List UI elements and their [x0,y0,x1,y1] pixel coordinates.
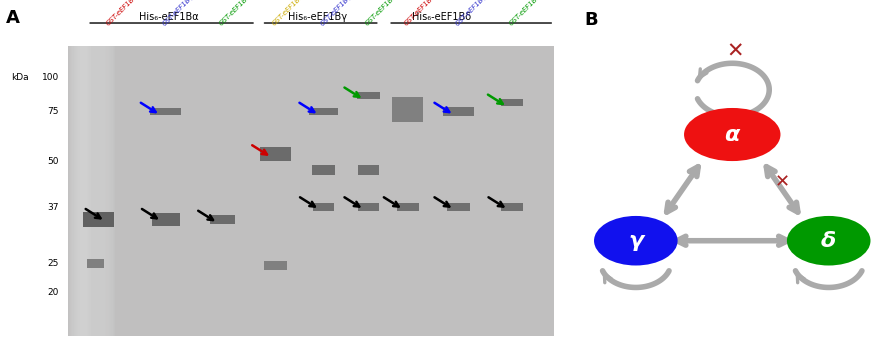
Bar [396,203,419,211]
Text: GST-eEF1Bδ: GST-eEF1Bδ [508,0,541,27]
Bar [447,203,470,211]
Bar [89,46,113,336]
Bar [76,46,100,336]
Bar [68,46,555,336]
Text: His₆-eEF1Bδ: His₆-eEF1Bδ [412,12,472,22]
Ellipse shape [594,216,678,266]
Bar [313,165,335,175]
Text: GST-eEF1Bα: GST-eEF1Bα [271,0,305,27]
Text: GST-eEF1Bδ: GST-eEF1Bδ [364,0,398,27]
Bar [86,46,110,336]
Text: His₆-eEF1Bγ: His₆-eEF1Bγ [288,12,347,22]
Ellipse shape [684,108,780,161]
Bar [392,97,423,122]
Text: 37: 37 [47,202,59,212]
Text: GST-eEF1Bδ: GST-eEF1Bδ [218,0,252,27]
Text: δ: δ [821,231,837,251]
Text: 25: 25 [47,259,59,268]
Bar [79,46,104,336]
Text: ✕: ✕ [727,41,744,61]
Ellipse shape [787,216,871,266]
Bar [73,46,98,336]
Bar [68,46,92,336]
Text: ✕: ✕ [774,173,789,191]
Text: GST-eEF1Bγ: GST-eEF1Bγ [455,0,488,27]
Text: 75: 75 [47,107,59,116]
Bar [210,215,235,224]
Bar [82,46,106,336]
Text: GST-eEF1Bγ: GST-eEF1Bγ [319,0,353,27]
Bar [81,46,105,336]
Text: 50: 50 [47,156,59,166]
Bar [79,46,103,336]
Bar [313,203,334,211]
Bar [358,203,380,211]
Bar [501,99,523,106]
Text: kDa: kDa [12,73,29,82]
Text: 100: 100 [42,73,59,82]
Bar [152,213,180,226]
Bar [83,46,108,336]
Text: 20: 20 [47,287,59,297]
Text: B: B [584,11,598,29]
Bar [260,147,291,161]
Bar [83,212,114,228]
Bar [69,46,93,336]
Bar [85,46,109,336]
Bar [87,46,112,336]
Bar [90,46,115,336]
Bar [264,261,287,270]
Bar [501,203,523,211]
Bar [88,259,104,268]
Text: GST-eEF1Bα: GST-eEF1Bα [105,0,139,27]
Bar [151,108,181,115]
Bar [309,108,338,115]
Bar [75,46,99,336]
Bar [71,46,96,336]
Bar [443,107,474,116]
Text: GST-eEF1Bα: GST-eEF1Bα [404,0,438,27]
Bar [88,46,113,336]
Text: His₆-eEF1Bα: His₆-eEF1Bα [139,12,198,22]
Text: A: A [5,9,20,27]
Text: γ: γ [629,231,643,251]
Bar [358,165,380,175]
Bar [77,46,102,336]
Bar [72,46,96,336]
Text: α: α [724,125,740,144]
Text: GST-eEF1Bγ: GST-eEF1Bγ [162,0,196,27]
Bar [70,46,95,336]
Bar [357,92,380,99]
